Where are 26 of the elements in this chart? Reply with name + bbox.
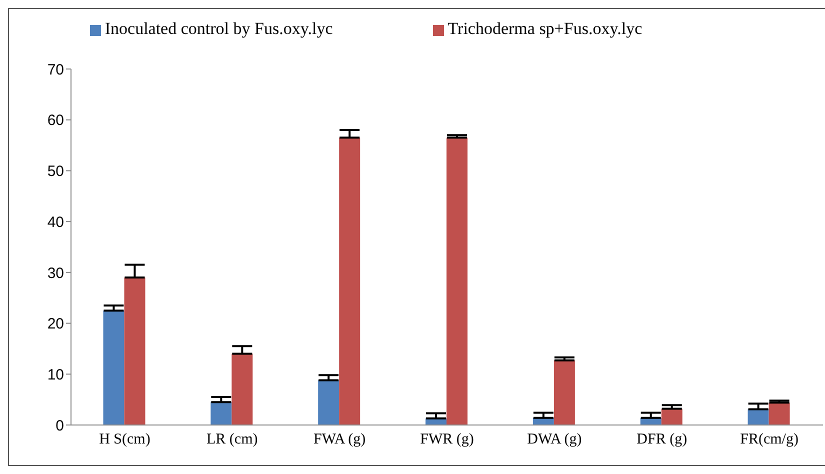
bar [748,409,769,425]
y-tick-label: 50 [47,163,64,180]
bar [232,354,253,425]
x-tick-label: FWR (g) [420,432,474,448]
bar [339,138,360,425]
y-tick-label: 70 [47,61,64,78]
bar [554,360,575,425]
y-tick-label: 40 [47,214,64,231]
x-tick-label: LR (cm) [206,432,258,448]
y-tick-label: 30 [47,264,64,282]
bar [124,278,146,425]
y-tick-label: 10 [47,366,64,384]
x-tick-label: DWA (g) [527,432,582,448]
bar [103,310,124,425]
bar [446,138,468,425]
x-tick-label: FR(cm/g) [740,432,798,448]
bar [210,402,232,425]
legend-label: Inoculated control by Fus.oxy.lyc [104,19,333,38]
y-tick-label: 20 [47,316,64,333]
x-tick-label: DFR (g) [636,432,688,448]
y-tick-label: 0 [56,417,64,434]
x-tick-label: H S(cm) [99,432,150,448]
legend-label: Trichoderma sp+Fus.oxy.lyc [448,19,642,38]
bar [318,380,340,425]
y-tick-label: 60 [47,112,64,130]
x-tick-label: FWA (g) [314,432,366,448]
